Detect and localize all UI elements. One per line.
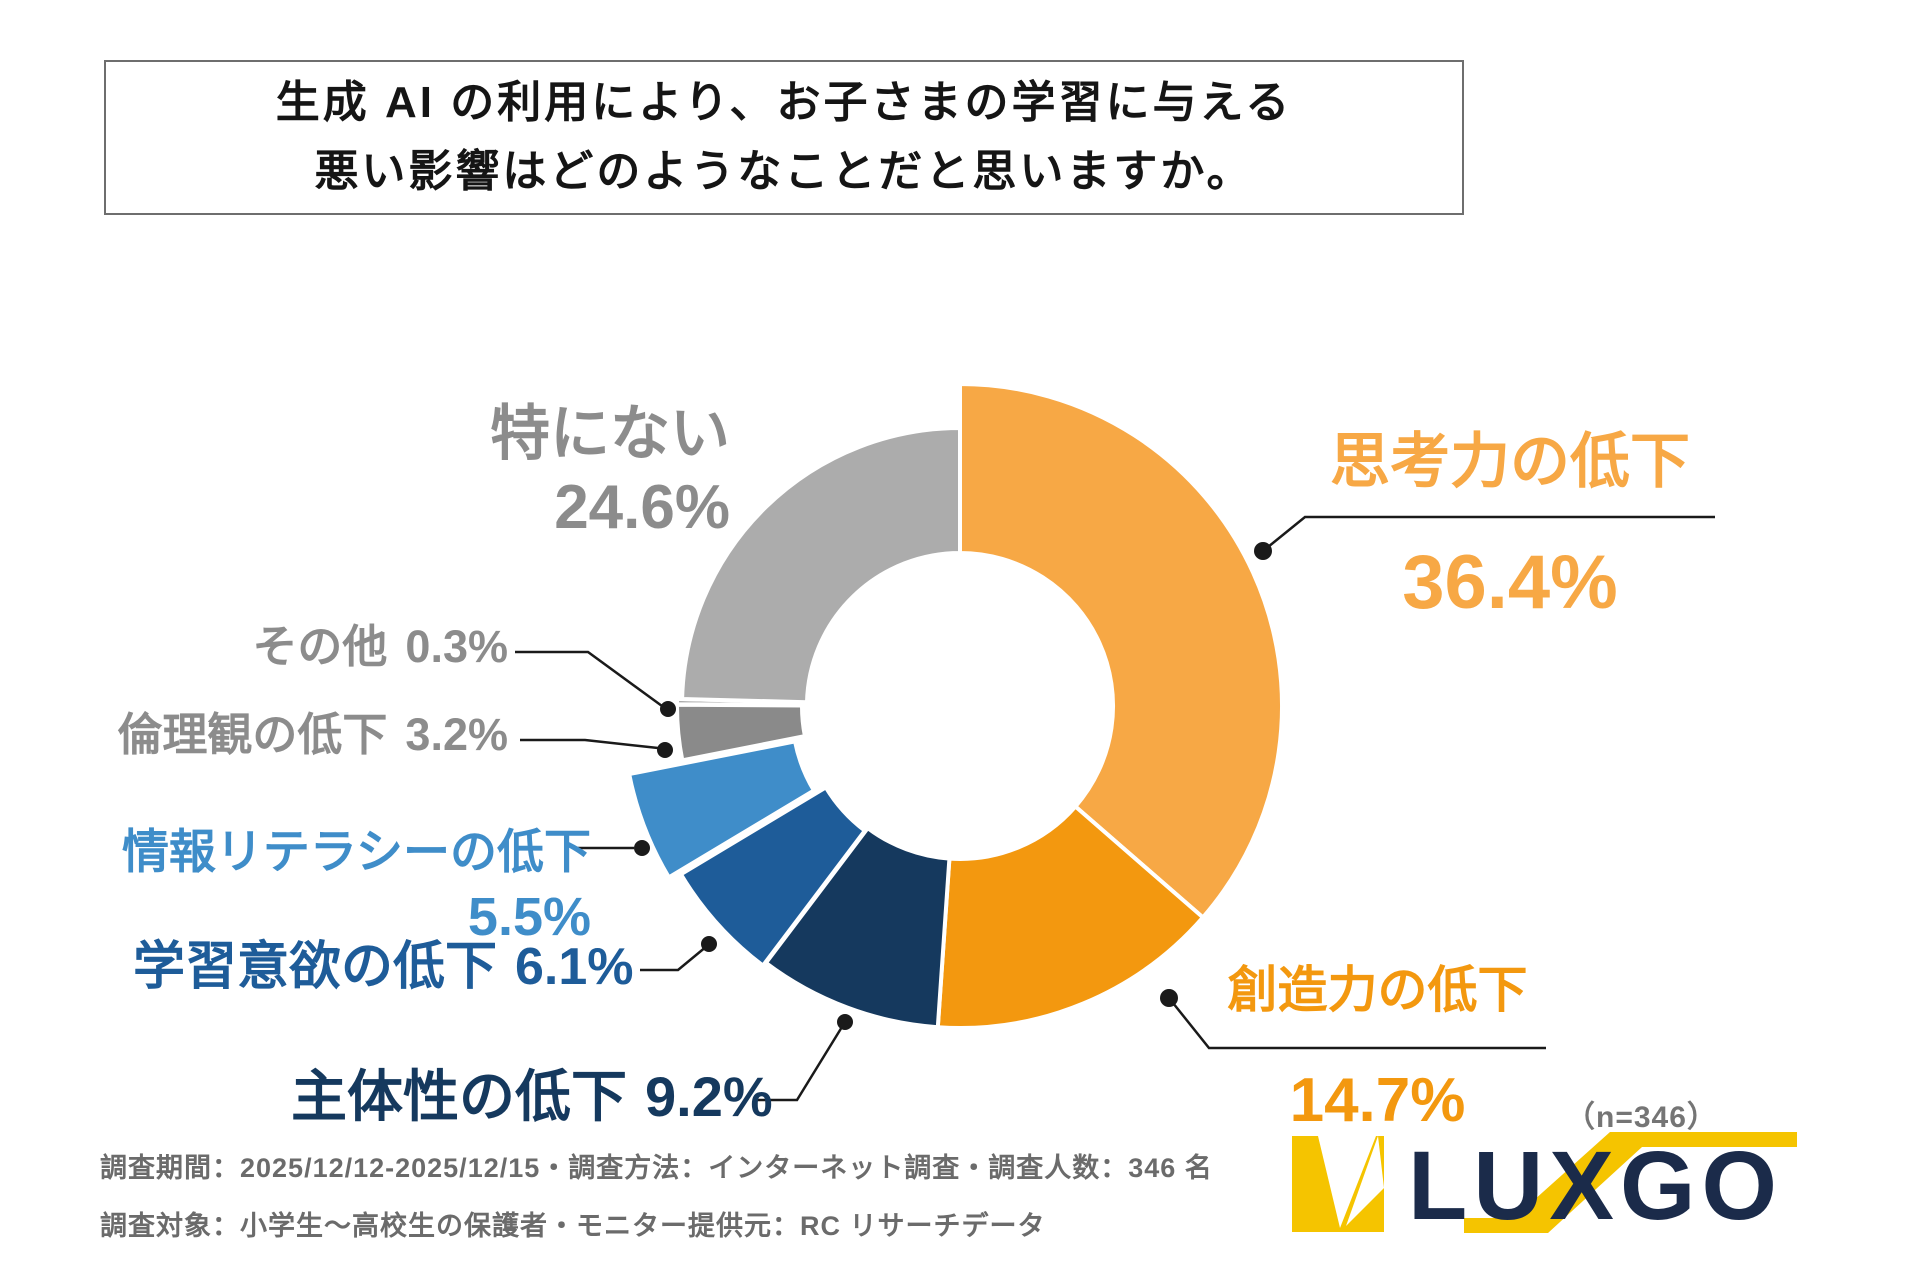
footer-line-1: 調査期間：2025/12/12-2025/12/15・調査方法：インターネット調… bbox=[100, 1153, 1213, 1183]
label-tokuninai-text: 特にない bbox=[490, 400, 730, 467]
leader-dot bbox=[701, 936, 717, 952]
leader-line bbox=[755, 1021, 847, 1102]
label-tokuninai: 特にない 24.6% bbox=[490, 400, 730, 543]
pie-slice bbox=[763, 825, 952, 1030]
leader-dot bbox=[657, 742, 673, 758]
footer-line-2: 調査対象：小学生〜高校生の保護者・モニター提供元：RC リサーチデータ bbox=[100, 1211, 1046, 1241]
pie-slice bbox=[626, 739, 817, 881]
label-rinrikan-value: 3.2% bbox=[405, 709, 508, 760]
label-gakushu-iyoku: 学習意欲の低下 6.1% bbox=[133, 938, 634, 996]
label-shikoryoku: 思考力の低下 bbox=[1305, 428, 1715, 495]
label-sonota-value: 0.3% bbox=[405, 621, 508, 672]
logo-yellow-stripe bbox=[1464, 1132, 1797, 1233]
pie-slice bbox=[680, 425, 962, 705]
label-shikoryoku-value-wrap: 36.4% bbox=[1305, 540, 1715, 625]
label-joho-literacy: 情報リテラシーの低下 5.5% bbox=[121, 825, 591, 947]
pie-slice bbox=[678, 784, 868, 969]
title-box: 生成 AI の利用により、お子さまの学習に与える 悪い影響はどのようなことだと思… bbox=[104, 60, 1464, 215]
label-tokuninai-value: 24.6% bbox=[554, 473, 730, 543]
label-joho-text: 情報リテラシーの低下 bbox=[121, 825, 591, 878]
label-rinrikan-text: 倫理観の低下 bbox=[117, 709, 388, 760]
logo-mark bbox=[1292, 1136, 1384, 1232]
leader-line bbox=[515, 650, 663, 708]
leader-dot bbox=[634, 840, 650, 856]
title-line-2: 悪い影響はどのようなことだと思いますか。 bbox=[314, 146, 1254, 196]
leader-dot bbox=[1160, 989, 1178, 1007]
label-sonota-text: その他 bbox=[252, 621, 388, 672]
logo-text: LUXGO bbox=[1408, 1131, 1783, 1236]
label-shutaisei-text: 主体性の低下 bbox=[291, 1065, 627, 1128]
label-shikoryoku-value: 36.4% bbox=[1402, 540, 1618, 625]
label-sozoryoku-value-wrap: 14.7% bbox=[1209, 1066, 1546, 1135]
luxgo-logo: LUXGO bbox=[1292, 1131, 1797, 1236]
title-line-1: 生成 AI の利用により、お子さまの学習に与える bbox=[275, 78, 1293, 128]
leader-line bbox=[640, 945, 708, 972]
leader-line bbox=[520, 738, 659, 750]
label-shutaisei-value: 9.2% bbox=[645, 1065, 773, 1128]
leader-dot bbox=[660, 701, 676, 717]
label-rinrikan: 倫理観の低下 3.2% bbox=[117, 709, 508, 760]
label-gakushu-value: 6.1% bbox=[515, 938, 634, 996]
label-sozoryoku-value: 14.7% bbox=[1289, 1066, 1466, 1135]
label-shikoryoku-text: 思考力の低下 bbox=[1330, 428, 1690, 495]
sample-size-note: （n=346） bbox=[1565, 1101, 1718, 1134]
leader-dot bbox=[1254, 542, 1272, 560]
label-shutaisei: 主体性の低下 9.2% bbox=[291, 1065, 773, 1129]
pie-slice bbox=[935, 803, 1206, 1030]
label-joho-value: 5.5% bbox=[467, 886, 591, 947]
label-sozoryoku-text: 創造力の低下 bbox=[1227, 962, 1528, 1018]
label-sonota: その他 0.3% bbox=[252, 621, 508, 672]
pie-slice bbox=[958, 381, 1284, 921]
leader-line bbox=[1168, 997, 1546, 1050]
label-sozoryoku: 創造力の低下 bbox=[1209, 962, 1546, 1018]
leader-dot bbox=[837, 1014, 853, 1030]
label-gakushu-text: 学習意欲の低下 bbox=[133, 938, 498, 996]
leader-line bbox=[1262, 515, 1715, 552]
